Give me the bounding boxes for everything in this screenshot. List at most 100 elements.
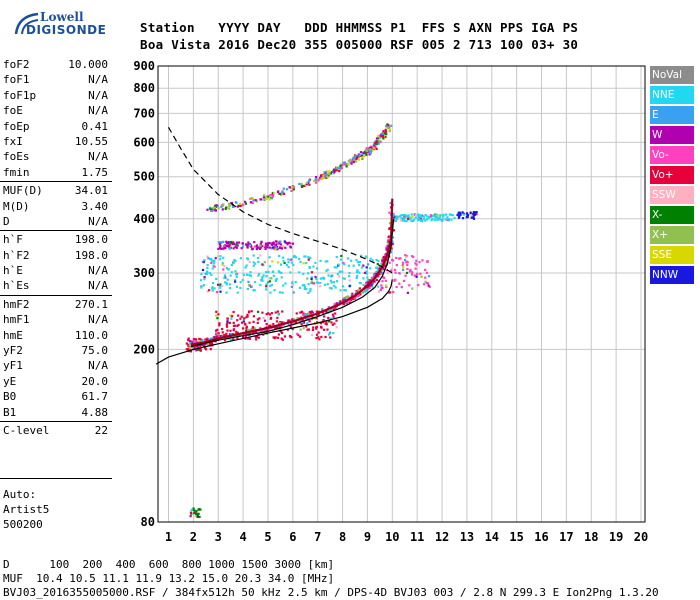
echo-point <box>303 283 306 287</box>
param-row: h`E N/A <box>0 263 112 278</box>
echo-point <box>410 213 413 216</box>
echo-point <box>292 255 295 258</box>
echo-point <box>189 515 192 518</box>
echo-point <box>263 194 266 197</box>
echo-point <box>470 213 473 217</box>
echo-point <box>361 156 364 159</box>
echo-point <box>272 274 275 277</box>
echo-point <box>275 277 278 281</box>
echo-point <box>418 260 421 264</box>
echo-point <box>375 258 378 262</box>
x-tick-label: 3 <box>215 530 222 544</box>
echo-point <box>405 214 408 218</box>
echo-point <box>270 283 274 287</box>
echo-point <box>263 196 266 199</box>
y-tick-label: 900 <box>133 59 155 73</box>
echo-point <box>248 244 252 247</box>
echo-point <box>333 170 336 173</box>
echo-point <box>248 274 251 277</box>
param-value: 4.88 <box>81 405 109 419</box>
echo-point <box>335 266 338 269</box>
echo-traces <box>185 123 478 519</box>
echo-point <box>333 303 336 306</box>
echo-point <box>326 260 329 263</box>
echo-point <box>221 334 224 337</box>
echo-point <box>203 259 206 262</box>
param-row: MUF(D) 34.01 <box>0 183 112 198</box>
y-tick-label: 300 <box>133 266 155 280</box>
param-name: foE <box>3 104 23 118</box>
echo-point <box>244 243 248 246</box>
echo-point <box>225 281 228 285</box>
echo-point <box>242 273 245 276</box>
header-values: Boa Vista 2016 Dec20 355 005000 RSF 005 … <box>140 37 579 52</box>
echo-point <box>224 206 228 209</box>
echo-point <box>378 272 381 276</box>
param-name: yF2 <box>3 344 23 358</box>
echo-point <box>399 215 402 218</box>
echo-point <box>361 290 364 294</box>
echo-point <box>219 285 222 288</box>
echo-point <box>206 208 209 211</box>
echo-point <box>289 271 292 274</box>
echo-point <box>216 255 220 258</box>
echo-point <box>388 222 392 225</box>
echo-point <box>361 157 364 160</box>
echo-point <box>472 213 475 216</box>
echo-point <box>347 295 350 298</box>
echo-point <box>402 266 405 269</box>
echo-point <box>427 284 430 287</box>
param-value: N/A <box>88 214 108 228</box>
echo-point <box>337 263 340 266</box>
echo-point <box>412 256 415 259</box>
echo-point <box>216 317 219 320</box>
echo-point <box>252 264 255 267</box>
echo-point <box>258 273 261 276</box>
echo-point <box>290 189 293 193</box>
echo-point <box>380 287 383 290</box>
echo-point <box>204 338 207 341</box>
echo-point <box>240 315 243 318</box>
echo-point <box>232 338 235 341</box>
lowell-digisonde-logo: Lowell DIGISONDE <box>12 10 132 50</box>
echo-point <box>295 312 298 315</box>
echo-point <box>314 181 318 184</box>
auto-line: 500200 <box>3 518 43 531</box>
echo-point <box>384 279 387 282</box>
echo-point <box>265 285 268 288</box>
echo-point <box>248 321 251 324</box>
echo-point <box>222 333 226 337</box>
echo-point <box>291 242 294 245</box>
echo-point <box>261 329 264 332</box>
echo-point <box>382 137 385 140</box>
echo-point <box>225 244 229 247</box>
param-value: N/A <box>88 264 108 278</box>
echo-point <box>298 271 301 274</box>
echo-point <box>228 321 231 325</box>
echo-point <box>378 139 381 142</box>
echo-point <box>250 328 254 331</box>
echo-point <box>422 215 426 218</box>
echo-point <box>371 285 374 288</box>
echo-point <box>272 242 276 245</box>
echo-point <box>257 256 260 260</box>
echo-point <box>364 149 367 152</box>
legend-item: E <box>650 106 694 124</box>
param-row: hmE 110.0 <box>0 328 112 343</box>
echo-point <box>246 246 249 249</box>
echo-point <box>424 280 427 283</box>
echo-point <box>199 279 203 282</box>
echo-point <box>382 258 385 261</box>
param-value: 198.0 <box>74 248 108 262</box>
echo-point <box>466 214 470 217</box>
echo-point <box>380 269 383 272</box>
echo-point <box>391 242 394 246</box>
echo-point <box>342 298 345 301</box>
echo-point <box>366 149 369 153</box>
echo-point <box>277 333 280 336</box>
echo-point <box>281 256 285 259</box>
echo-point <box>192 337 196 341</box>
echo-point <box>366 276 369 279</box>
echo-point <box>376 135 380 138</box>
echo-point <box>324 335 327 339</box>
